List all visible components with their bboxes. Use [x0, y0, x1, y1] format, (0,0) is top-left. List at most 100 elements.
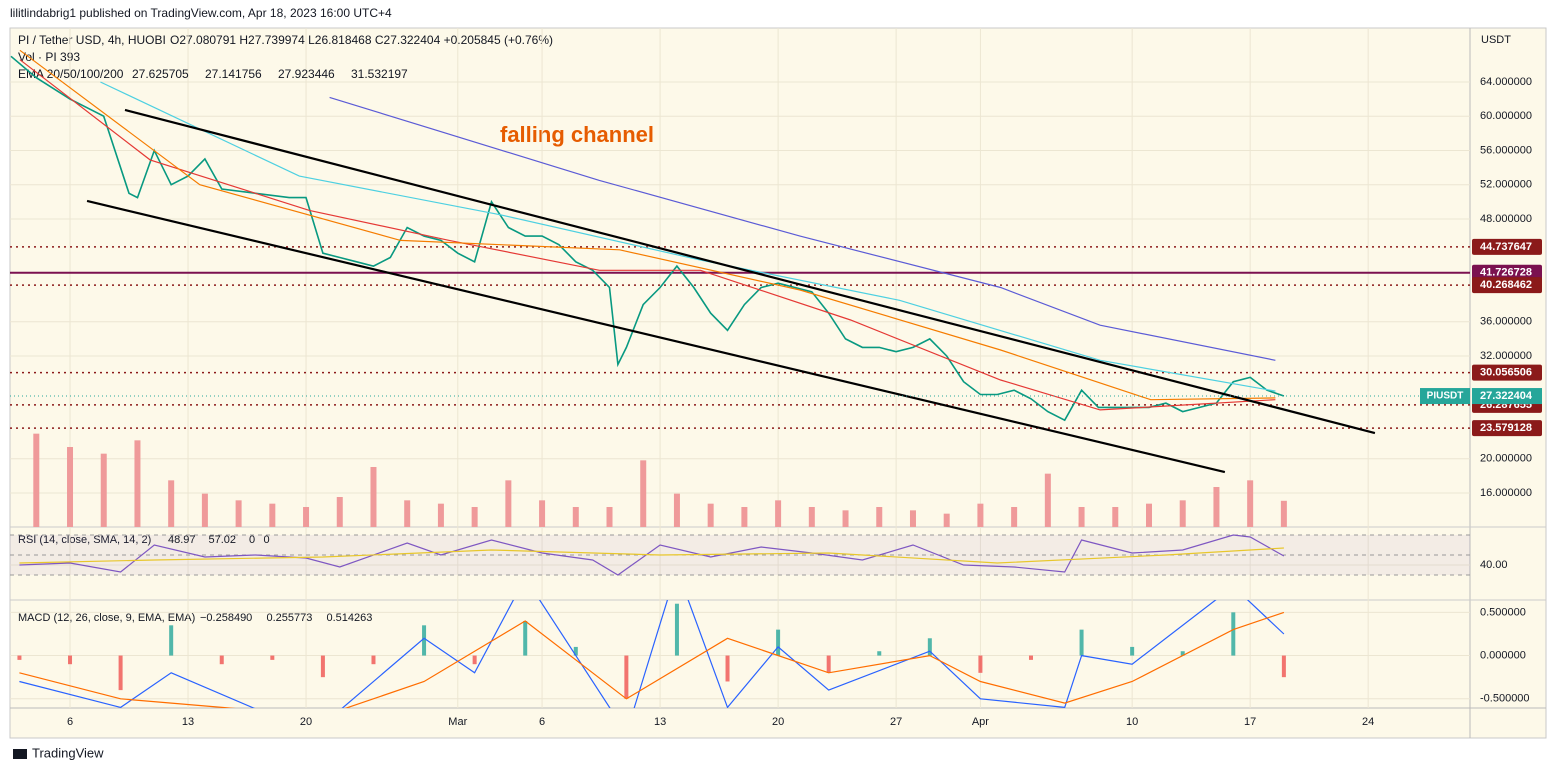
- macd-histogram-bar: [1231, 612, 1236, 656]
- level-label-box: [1472, 277, 1542, 294]
- volume-bar: [33, 433, 40, 527]
- legend-value: 0: [264, 534, 270, 546]
- series-line: [19, 600, 1285, 708]
- ema-value: 27.923446: [278, 67, 335, 81]
- macd-histogram-bar: [270, 655, 275, 660]
- x-tick-label: 24: [1362, 716, 1374, 728]
- y-tick-label: 16.000000: [1480, 487, 1532, 499]
- x-tick-label: Apr: [972, 716, 989, 728]
- unit: USDT: [1481, 34, 1511, 46]
- volume-bar: [1112, 507, 1119, 527]
- x-tick-label: 6: [67, 716, 73, 728]
- volume-bar: [673, 493, 680, 527]
- ema-value: 27.625705: [132, 67, 189, 81]
- x-tick-label: 13: [182, 716, 194, 728]
- last-price-label: 27.322404: [1480, 390, 1533, 402]
- series-line: [10, 55, 1285, 422]
- y-tick-label: 56.000000: [1480, 144, 1532, 156]
- rsi-legend: RSI (14, close, SMA, 14, 2): [18, 534, 151, 546]
- x-tick-label: 20: [772, 716, 784, 728]
- macd-histogram-bar: [371, 655, 376, 665]
- x-tick-label: 6: [539, 716, 545, 728]
- level-label-box: [1472, 264, 1542, 281]
- volume-bar: [1044, 473, 1051, 527]
- macd-histogram-bar: [472, 655, 477, 665]
- volume-bar: [539, 500, 546, 527]
- brand[interactable]: TradingView: [32, 745, 104, 760]
- macd-histogram-bar: [422, 625, 427, 656]
- volume-bar: [269, 503, 276, 527]
- volume-bar: [1179, 500, 1186, 527]
- macd-histogram-bar: [674, 603, 679, 656]
- series-line: [19, 547, 1284, 564]
- volume-bar: [1280, 500, 1287, 527]
- level-label: 23.579128: [1480, 422, 1532, 434]
- volume-bar: [67, 447, 74, 527]
- legend-value: 57.02: [209, 534, 237, 546]
- trendline: [124, 108, 1376, 435]
- volume-bar: [808, 507, 815, 527]
- annotation: falling channel: [500, 122, 654, 147]
- macd-histogram-bar: [219, 655, 224, 665]
- macd-histogram-bar: [573, 646, 578, 656]
- pane: [10, 49, 1470, 527]
- ema-value: 27.141756: [205, 67, 262, 81]
- volume-legend: Vol · PI 393: [18, 50, 80, 64]
- volume-bar: [977, 503, 984, 527]
- macd-histogram-bar: [1180, 651, 1185, 656]
- symbol-label-box: [1420, 388, 1470, 405]
- y-tick-label: 60.000000: [1480, 110, 1532, 122]
- y-tick-label: 64.000000: [1480, 76, 1532, 88]
- volume-bar: [707, 503, 714, 527]
- macd-histogram-bar: [877, 651, 882, 656]
- macd-histogram-bar: [1281, 655, 1286, 678]
- macd-histogram-bar: [978, 655, 983, 673]
- legend-value: 0.255773: [267, 612, 313, 624]
- macd-legend: MACD (12, 26, close, 9, EMA, EMA): [18, 612, 195, 624]
- volume-bar: [1247, 480, 1254, 527]
- macd-histogram-bar: [169, 625, 174, 656]
- volume-bar: [235, 500, 242, 527]
- macd-histogram-bar: [1028, 655, 1033, 660]
- volume-bar: [336, 497, 343, 527]
- volume-bar: [404, 500, 411, 527]
- macd-histogram-bar: [320, 655, 325, 678]
- pane: [10, 534, 1470, 576]
- level-label: 41.726728: [1480, 267, 1532, 279]
- y-tick-label: 0.000000: [1480, 649, 1526, 661]
- volume-bar: [842, 510, 849, 527]
- macd-histogram-bar: [826, 655, 831, 673]
- volume-bar: [168, 480, 175, 527]
- series-line: [19, 59, 1276, 411]
- macd-histogram-bar: [1130, 646, 1135, 656]
- volume-bar: [775, 500, 782, 527]
- x-tick-label: 27: [890, 716, 902, 728]
- y-tick-label: 32.000000: [1480, 350, 1532, 362]
- volume-bar: [437, 503, 444, 527]
- macd-histogram-bar: [624, 655, 629, 699]
- x-tick-label: 20: [300, 716, 312, 728]
- macd-histogram-bar: [17, 655, 22, 660]
- volume-bar: [1011, 507, 1018, 527]
- legend-value: 0.514263: [327, 612, 373, 624]
- legend-value: 0: [249, 534, 255, 546]
- series-line: [329, 96, 1276, 361]
- volume-bar: [572, 507, 579, 527]
- ohlc: O27.080791 H27.739974 L26.818468 C27.322…: [170, 33, 553, 47]
- y-tick-label: 36.000000: [1480, 316, 1532, 328]
- level-label-box: [1472, 420, 1542, 437]
- x-tick-label: Mar: [448, 716, 467, 728]
- ema-value: 31.532197: [351, 67, 408, 81]
- macd-histogram-bar: [68, 655, 73, 665]
- y-tick-label: 0.500000: [1480, 606, 1526, 618]
- macd-histogram-bar: [118, 655, 123, 691]
- volume-bar: [1078, 507, 1085, 527]
- y-tick-label: 48.000000: [1480, 213, 1532, 225]
- x-tick-label: 13: [654, 716, 666, 728]
- y-tick-label: 52.000000: [1480, 179, 1532, 191]
- level-label: 40.268462: [1480, 279, 1532, 291]
- level-label: 30.056506: [1480, 367, 1532, 379]
- volume-bar: [134, 440, 141, 527]
- series-line: [19, 534, 1285, 576]
